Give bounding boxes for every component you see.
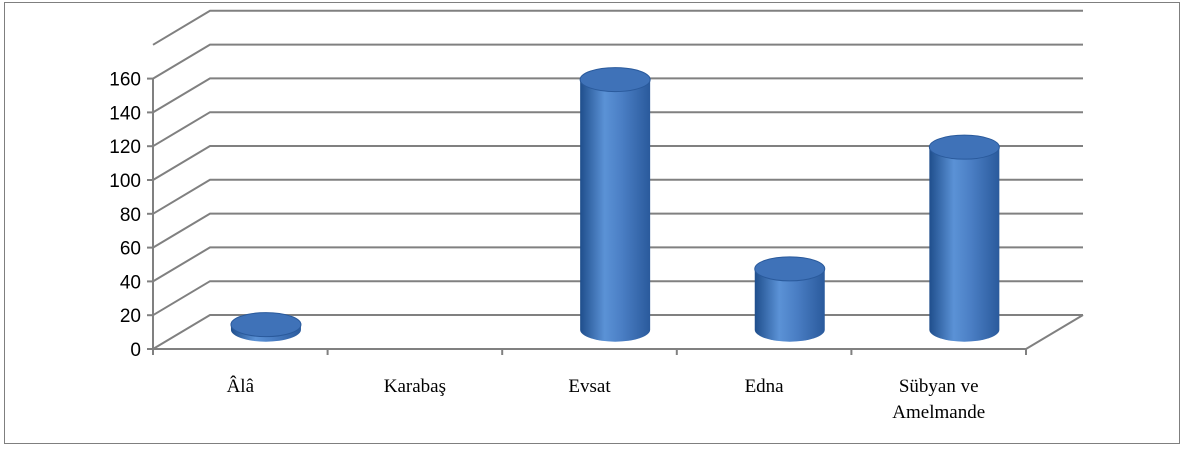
y-tick-label: 80 bbox=[120, 205, 141, 226]
bars bbox=[230, 67, 1000, 342]
x-tick-label: Sübyan ve Amelmande bbox=[892, 376, 985, 423]
axes bbox=[147, 77, 1084, 355]
x-tick-label: Evsat bbox=[568, 376, 611, 397]
x-tick-labels: Âlâ Karabaş Evsat Edna Sübyan ve Amelmande bbox=[227, 375, 986, 423]
y-tick-label: 140 bbox=[109, 103, 141, 124]
y-tick-label: 100 bbox=[109, 171, 141, 192]
bar-top bbox=[579, 67, 651, 93]
bar-top bbox=[928, 134, 1000, 160]
y-tick-label: 0 bbox=[130, 340, 141, 361]
gridline bbox=[152, 212, 1083, 249]
x-tick-label: Karabaş bbox=[384, 376, 446, 397]
gridline bbox=[152, 9, 1083, 46]
x-tick-label: Âlâ bbox=[227, 375, 255, 397]
gridline bbox=[152, 145, 1083, 181]
chart-plot: 0 20 40 60 80 100 120 140 160 Âlâ Karabaş Evsat Edn… bbox=[109, 9, 1084, 423]
chart-frame: 0 20 40 60 80 100 120 140 160 Âlâ Karabaş Evsat Edn… bbox=[4, 2, 1180, 444]
gridline bbox=[152, 111, 1083, 148]
bar-body bbox=[929, 147, 1000, 342]
bar-body bbox=[580, 79, 651, 342]
bar-0 bbox=[230, 312, 302, 342]
y-tick-label: 120 bbox=[109, 137, 141, 158]
bar-top bbox=[230, 312, 302, 338]
y-tick-label: 40 bbox=[120, 272, 141, 293]
gridline bbox=[152, 77, 1083, 114]
x-tick-label: Edna bbox=[745, 376, 785, 397]
y-tick-labels: 0 20 40 60 80 100 120 140 160 bbox=[109, 70, 141, 361]
y-tick-label: 160 bbox=[109, 70, 141, 91]
bar-body bbox=[754, 268, 825, 342]
gridline bbox=[152, 43, 1083, 80]
bar-3 bbox=[754, 256, 826, 342]
y-tick-label: 20 bbox=[120, 306, 141, 327]
gridline bbox=[152, 178, 1083, 215]
bar-2 bbox=[579, 67, 651, 342]
gridline bbox=[152, 246, 1083, 283]
bar-4 bbox=[928, 134, 1000, 342]
y-tick-label: 60 bbox=[120, 239, 141, 260]
gridlines bbox=[152, 9, 1083, 350]
bar-top bbox=[754, 256, 826, 282]
